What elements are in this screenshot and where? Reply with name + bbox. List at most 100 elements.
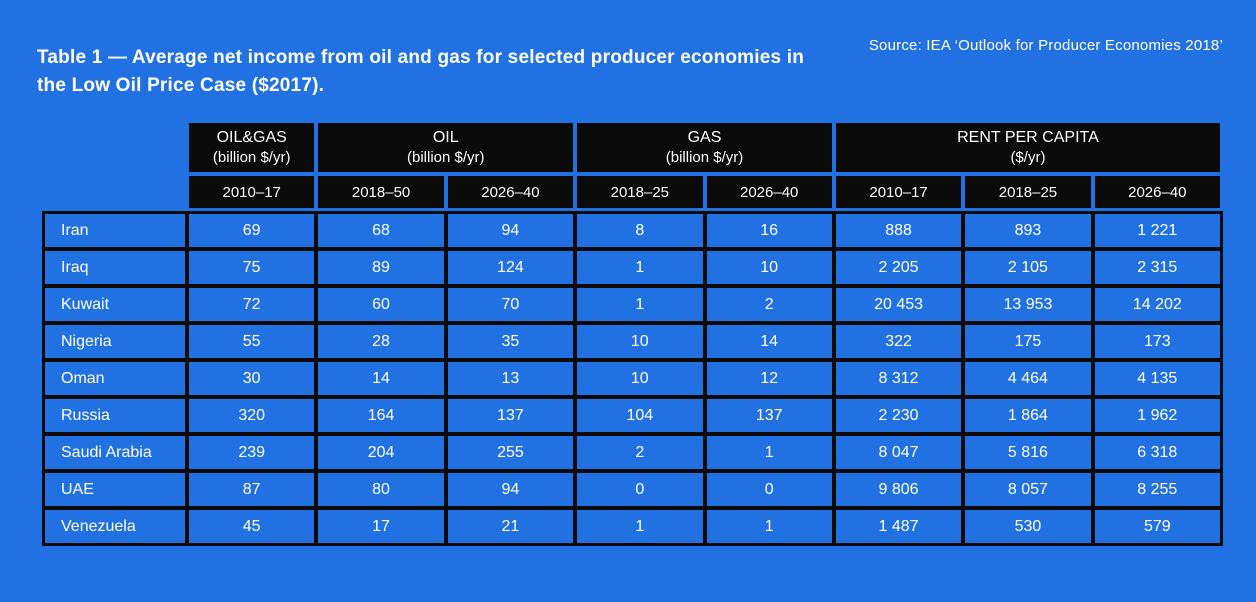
value-cell: 0 xyxy=(706,473,832,506)
value-cell: 6 318 xyxy=(1094,436,1220,469)
column-period-header: 2026–40 xyxy=(1094,176,1220,208)
column-period-header: 2018–25 xyxy=(577,176,703,208)
value-cell: 21 xyxy=(447,510,574,543)
value-cell: 75 xyxy=(189,251,315,284)
column-group-header: OIL (billion $/yr) xyxy=(318,123,574,172)
value-cell: 322 xyxy=(835,325,962,358)
income-table: OIL&GAS (billion $/yr) OIL (billion $/yr) GA… xyxy=(42,123,1223,546)
row-label-cell: Venezuela xyxy=(45,510,185,543)
column-group-label: OIL xyxy=(432,129,459,146)
value-cell: 20 453 xyxy=(835,288,962,321)
column-period-header: 2010–17 xyxy=(835,176,962,208)
value-cell: 2 205 xyxy=(835,251,962,284)
value-cell: 893 xyxy=(965,214,1091,247)
value-cell: 104 xyxy=(577,399,703,432)
value-cell: 69 xyxy=(189,214,315,247)
row-label-cell: Oman xyxy=(45,362,185,395)
value-cell: 12 xyxy=(706,362,832,395)
value-cell: 1 221 xyxy=(1094,214,1220,247)
column-period-header: 2018–50 xyxy=(318,176,444,208)
value-cell: 94 xyxy=(447,473,574,506)
value-cell: 10 xyxy=(577,362,703,395)
value-cell: 17 xyxy=(318,510,444,543)
column-group-unit: (billion $/yr) xyxy=(212,149,291,166)
row-label-cell: Iraq xyxy=(45,251,185,284)
value-cell: 8 312 xyxy=(835,362,962,395)
row-label-cell: Russia xyxy=(45,399,185,432)
column-group-header: RENT PER CAPITA ($/yr) xyxy=(835,123,1220,172)
value-cell: 175 xyxy=(965,325,1091,358)
value-cell: 1 xyxy=(577,251,703,284)
value-cell: 13 xyxy=(447,362,574,395)
value-cell: 1 xyxy=(577,288,703,321)
value-cell: 1 xyxy=(577,510,703,543)
value-cell: 320 xyxy=(189,399,315,432)
column-group-unit: (billion $/yr) xyxy=(665,149,744,166)
page-title: Table 1 — Average net income from oil an… xyxy=(37,47,805,96)
row-label-cell: Iran xyxy=(45,214,185,247)
column-group-label: OIL&GAS xyxy=(216,129,287,146)
value-cell: 45 xyxy=(189,510,315,543)
value-cell: 16 xyxy=(706,214,832,247)
value-cell: 0 xyxy=(577,473,703,506)
column-group-header: OIL&GAS (billion $/yr) xyxy=(189,123,315,172)
value-cell: 60 xyxy=(318,288,444,321)
value-cell: 1 xyxy=(706,510,832,543)
corner-spacer xyxy=(45,123,185,172)
value-cell: 1 962 xyxy=(1094,399,1220,432)
value-cell: 9 806 xyxy=(835,473,962,506)
value-cell: 4 135 xyxy=(1094,362,1220,395)
value-cell: 13 953 xyxy=(965,288,1091,321)
table-subheader-row: 2010–17 2018–50 2026–40 2018–25 2026–40 2010–… xyxy=(42,176,1223,208)
row-label-cell: Kuwait xyxy=(45,288,185,321)
row-label-cell: UAE xyxy=(45,473,185,506)
value-cell: 2 xyxy=(577,436,703,469)
value-cell: 8 047 xyxy=(835,436,962,469)
corner-spacer xyxy=(45,176,185,208)
value-cell: 579 xyxy=(1094,510,1220,543)
value-cell: 10 xyxy=(706,251,832,284)
value-cell: 30 xyxy=(189,362,315,395)
value-cell: 68 xyxy=(318,214,444,247)
value-cell: 10 xyxy=(577,325,703,358)
value-cell: 124 xyxy=(447,251,574,284)
value-cell: 204 xyxy=(318,436,444,469)
value-cell: 1 xyxy=(706,436,832,469)
column-period-header: 2018–25 xyxy=(965,176,1091,208)
value-cell: 55 xyxy=(189,325,315,358)
row-label-cell: Nigeria xyxy=(45,325,185,358)
value-cell: 530 xyxy=(965,510,1091,543)
value-cell: 14 xyxy=(318,362,444,395)
value-cell: 70 xyxy=(447,288,574,321)
column-period-header: 2026–40 xyxy=(447,176,574,208)
value-cell: 28 xyxy=(318,325,444,358)
column-group-unit: (billion $/yr) xyxy=(406,149,485,166)
value-cell: 87 xyxy=(189,473,315,506)
source-note: Source: IEA ‘Outlook for Producer Econom… xyxy=(868,37,1223,54)
value-cell: 255 xyxy=(447,436,574,469)
value-cell: 239 xyxy=(189,436,315,469)
value-cell: 4 464 xyxy=(965,362,1091,395)
column-group-label: RENT PER CAPITA xyxy=(957,129,1099,146)
value-cell: 164 xyxy=(318,399,444,432)
value-cell: 14 xyxy=(706,325,832,358)
value-cell: 8 255 xyxy=(1094,473,1220,506)
value-cell: 2 105 xyxy=(965,251,1091,284)
value-cell: 2 315 xyxy=(1094,251,1220,284)
value-cell: 173 xyxy=(1094,325,1220,358)
value-cell: 2 xyxy=(706,288,832,321)
value-cell: 94 xyxy=(447,214,574,247)
table-body: Iran 69 68 94 8 16 888 893 1 221 Iraq 75 89 124 1 10 2 … xyxy=(42,211,1223,546)
column-period-header: 2010–17 xyxy=(189,176,315,208)
table-group-header-row: OIL&GAS (billion $/yr) OIL (billion $/yr) GA… xyxy=(42,123,1223,172)
value-cell: 1 864 xyxy=(965,399,1091,432)
value-cell: 888 xyxy=(835,214,962,247)
value-cell: 1 487 xyxy=(835,510,962,543)
column-group-unit: ($/yr) xyxy=(1010,149,1046,166)
value-cell: 8 057 xyxy=(965,473,1091,506)
column-period-header: 2026–40 xyxy=(706,176,832,208)
value-cell: 35 xyxy=(447,325,574,358)
value-cell: 72 xyxy=(189,288,315,321)
value-cell: 89 xyxy=(318,251,444,284)
